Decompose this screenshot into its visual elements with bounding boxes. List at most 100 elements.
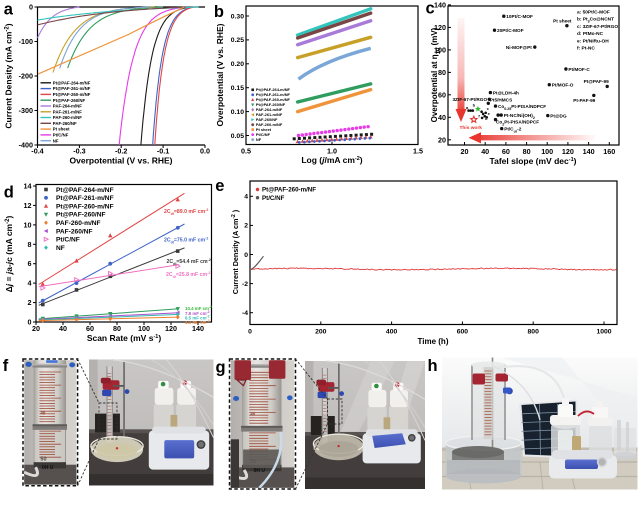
svg-text:f: f xyxy=(3,357,9,375)
svg-text:f: Pt-NC: f: Pt-NC xyxy=(577,46,595,52)
svg-text:0.20: 0.20 xyxy=(231,61,244,68)
svg-text:Pt/C/NF: Pt/C/NF xyxy=(56,237,80,244)
svg-text:Pt@DG: Pt@DG xyxy=(550,113,567,118)
svg-text:1.0: 1.0 xyxy=(327,147,337,156)
svg-text:4: 4 xyxy=(28,279,32,288)
svg-text:Δj = ja-jc (mA cm-2): Δj = ja-jc (mA cm-2) xyxy=(4,216,14,293)
svg-text:NF: NF xyxy=(256,137,262,142)
svg-text:6: 6 xyxy=(28,259,32,268)
svg-text:1.5: 1.5 xyxy=(413,147,423,156)
svg-text:NF: NF xyxy=(53,138,59,143)
svg-text:Overpotential (V vs. RHE): Overpotential (V vs. RHE) xyxy=(215,23,225,126)
svg-text:40: 40 xyxy=(438,113,446,122)
svg-text:14: 14 xyxy=(24,182,32,191)
svg-text:10: 10 xyxy=(24,220,32,229)
svg-text:Current Density (A cm-2 ): Current Density (A cm-2 ) xyxy=(231,209,240,294)
svg-text:Pt@PAF-264-m/NF: Pt@PAF-264-m/NF xyxy=(56,187,114,194)
svg-text:4.3 mF cm-2: 4.3 mF cm-2 xyxy=(185,319,210,325)
svg-text:PAF-264-m/NF: PAF-264-m/NF xyxy=(256,107,283,112)
svg-text:c: c xyxy=(487,106,490,111)
svg-text:NF: NF xyxy=(56,245,65,252)
svg-text:40: 40 xyxy=(250,412,256,417)
svg-text:0: 0 xyxy=(29,3,33,12)
svg-text:-0.2: -0.2 xyxy=(115,147,127,156)
svg-text:4: 4 xyxy=(244,194,248,201)
svg-text:a: a xyxy=(466,105,469,110)
svg-text:Pt@PAF-260/NF: Pt@PAF-260/NF xyxy=(53,98,86,103)
svg-text:Pt@PAF-260/NF: Pt@PAF-260/NF xyxy=(256,102,286,107)
svg-text:2Cdl=89.0 mF cm-2: 2Cdl=89.0 mF cm-2 xyxy=(164,208,208,216)
svg-text:Tafel slope (mV dec-1): Tafel slope (mV dec-1) xyxy=(490,156,577,166)
svg-text:0.15: 0.15 xyxy=(231,85,244,92)
svg-text:160: 160 xyxy=(603,147,615,156)
svg-text:Pt@LDH-4h: Pt@LDH-4h xyxy=(493,90,519,95)
svg-text:40: 40 xyxy=(40,410,46,415)
svg-text:Pt@PAF-261-m/NF: Pt@PAF-261-m/NF xyxy=(56,195,114,202)
svg-text:Log (j/mA cm-2): Log (j/mA cm-2) xyxy=(301,155,362,165)
svg-text:0.05: 0.05 xyxy=(231,133,244,140)
svg-text:PAF-260-m/NF: PAF-260-m/NF xyxy=(256,122,283,127)
svg-text:0.0: 0.0 xyxy=(200,147,210,156)
svg-text:Pt-NC/Ni(OH)2: Pt-NC/Ni(OH)2 xyxy=(504,113,535,120)
svg-text:20: 20 xyxy=(32,324,40,333)
svg-text:-300: -300 xyxy=(19,106,33,115)
svg-text:80: 80 xyxy=(113,324,121,333)
svg-text:b: Pt3Co@NCNT: b: Pt3Co@NCNT xyxy=(577,17,614,24)
svg-text:120: 120 xyxy=(165,324,177,333)
svg-text:f: f xyxy=(478,113,480,118)
svg-text:Pt@PAF-261-m/NF: Pt@PAF-261-m/NF xyxy=(256,92,291,97)
svg-text:Pt/MOF-C: Pt/MOF-C xyxy=(568,67,590,72)
svg-text:PAF-261-m/NF: PAF-261-m/NF xyxy=(53,109,82,114)
svg-text:d: d xyxy=(485,116,488,121)
svg-text:60: 60 xyxy=(86,324,94,333)
svg-text:Pt@PAF-264-m/NF: Pt@PAF-264-m/NF xyxy=(256,87,291,92)
svg-text:40: 40 xyxy=(59,324,67,333)
svg-text:600: 600 xyxy=(457,329,469,336)
svg-text:PAF-260/NF: PAF-260/NF xyxy=(256,117,278,122)
svg-text:e: Pt/NiRu-OH: e: Pt/NiRu-OH xyxy=(577,38,609,44)
svg-text:2Cdl=75.0 mF cm-2: 2Cdl=75.0 mF cm-2 xyxy=(164,237,208,245)
svg-text:Pt5/HMCS: Pt5/HMCS xyxy=(490,98,512,103)
svg-text:800: 800 xyxy=(528,329,540,336)
svg-text:200: 200 xyxy=(315,329,327,336)
svg-text:Pt@PAF-260-m/NF: Pt@PAF-260-m/NF xyxy=(256,97,291,102)
svg-text:0: 0 xyxy=(244,252,248,259)
svg-text:140: 140 xyxy=(583,147,595,156)
svg-text:0.30: 0.30 xyxy=(231,13,244,20)
svg-text:Pt@PAF-261-m/NF: Pt@PAF-261-m/NF xyxy=(53,86,91,91)
svg-text:Pt/C/NF: Pt/C/NF xyxy=(256,132,271,137)
svg-text:e: e xyxy=(215,177,224,195)
svg-text:Pt/C/NF: Pt/C/NF xyxy=(53,133,69,138)
svg-text:PAF-264-m/NF: PAF-264-m/NF xyxy=(53,104,82,109)
svg-text:100: 100 xyxy=(541,147,553,156)
svg-text:Pt/MOF-O: Pt/MOF-O xyxy=(552,83,574,88)
svg-text:2: 2 xyxy=(244,223,248,230)
svg-text:0: 0 xyxy=(248,329,252,336)
svg-text:c: 3ZIF-67-Pt/RGO: c: 3ZIF-67-Pt/RGO xyxy=(577,24,618,30)
svg-text:60: 60 xyxy=(438,90,446,99)
svg-text:Pt sheet: Pt sheet xyxy=(53,127,70,132)
svg-text:Pt@PAF-99: Pt@PAF-99 xyxy=(584,79,609,84)
svg-text:b: b xyxy=(473,103,476,108)
svg-text:20: 20 xyxy=(438,135,446,144)
svg-text:a: 50Pt/C-MOF: a: 50Pt/C-MOF xyxy=(577,10,610,16)
svg-text:Current Density (mA cm-2): Current Density (mA cm-2) xyxy=(4,23,14,128)
svg-text:140: 140 xyxy=(434,0,446,9)
svg-text:-0.1: -0.1 xyxy=(157,147,169,156)
svg-text:-100: -100 xyxy=(19,37,33,46)
svg-text:100: 100 xyxy=(138,324,150,333)
svg-text:This work: This work xyxy=(460,125,483,131)
svg-text:0.10: 0.10 xyxy=(231,109,244,116)
svg-text:b: b xyxy=(214,3,224,21)
svg-text:Pt/Cur-2: Pt/Cur-2 xyxy=(504,126,522,133)
svg-text:Pt-PAF-99: Pt-PAF-99 xyxy=(573,98,595,103)
svg-text:Co2Pt-PtSA/NDPCF: Co2Pt-PtSA/NDPCF xyxy=(496,120,539,127)
svg-text:Co0.25Pt-PtSA/NDPCF: Co0.25Pt-PtSA/NDPCF xyxy=(498,104,546,111)
svg-text:d: d xyxy=(4,184,14,202)
svg-text:140: 140 xyxy=(192,324,204,333)
svg-text:d: PtMo-NC: d: PtMo-NC xyxy=(577,31,604,37)
svg-text:Time (h): Time (h) xyxy=(418,337,449,346)
svg-text:0.5: 0.5 xyxy=(241,147,251,156)
svg-text:50: 50 xyxy=(40,456,46,462)
svg-text:a: a xyxy=(4,1,14,19)
